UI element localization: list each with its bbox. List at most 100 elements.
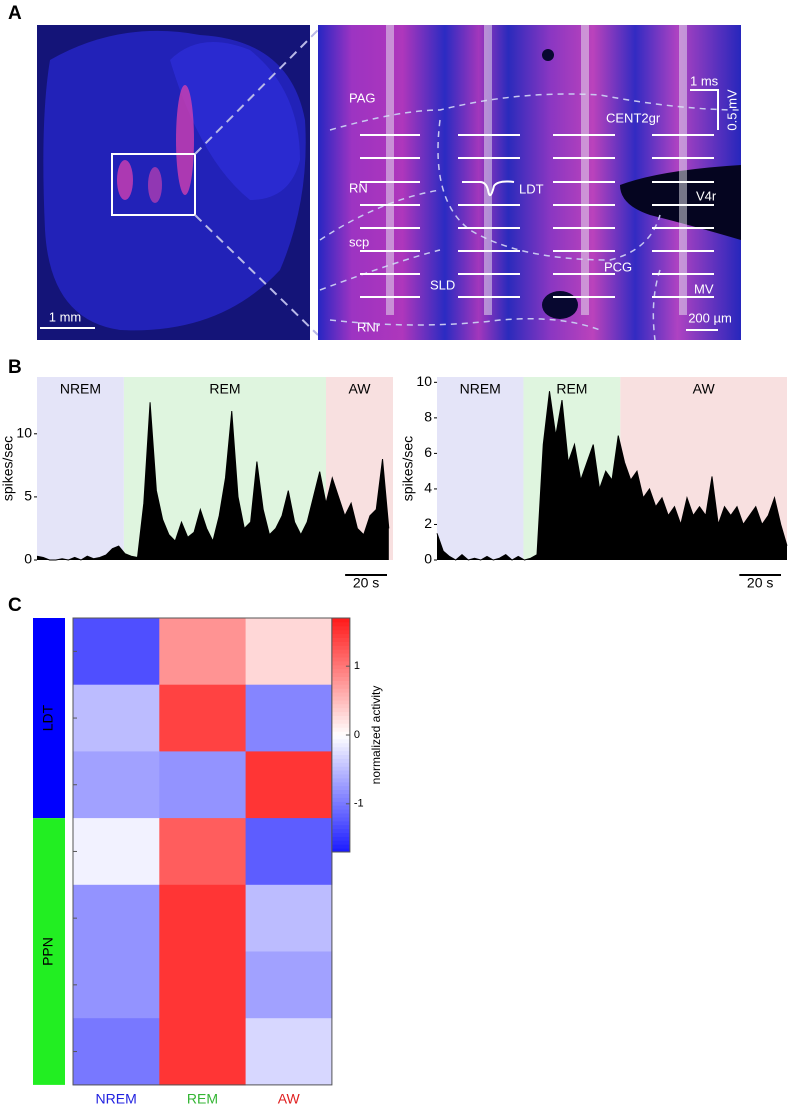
detail-image: PAG RN scp RNr SLD LDT PCG CENT2gr V4r M… <box>318 25 742 341</box>
colorbar-step <box>331 660 350 666</box>
colorbar-step <box>331 820 350 826</box>
y-tick-label: 8 <box>424 409 432 425</box>
region-label: RN <box>349 180 368 195</box>
heatmap-cell <box>73 884 160 952</box>
heatmap-cell <box>159 751 247 819</box>
colorbar-step <box>331 672 350 677</box>
colorbar-tick-label: 0 <box>354 729 360 741</box>
colorbar-step <box>331 797 350 802</box>
colorbar-step <box>331 746 350 752</box>
colorbar-step <box>331 664 350 670</box>
area-line <box>436 391 788 561</box>
y-axis-label: spikes/sec <box>400 436 416 501</box>
zoom-line <box>194 29 319 336</box>
heatmap-cell <box>245 618 333 686</box>
y-tick-label: 10 <box>16 424 32 440</box>
colorbar-step <box>331 813 350 818</box>
colorbar-step <box>331 750 350 755</box>
colorbar-step <box>331 723 350 728</box>
colorbar-step <box>331 692 350 697</box>
colorbar-step <box>331 641 350 646</box>
area-fill <box>37 402 389 560</box>
colorbar-step <box>331 731 350 736</box>
state-label: REM <box>209 381 240 397</box>
region-label: SLD <box>430 277 455 292</box>
colorbar-step <box>331 742 350 748</box>
colorbar-step <box>331 633 350 638</box>
colorbar-step <box>331 629 350 635</box>
group-label: LDT <box>40 704 56 731</box>
heatmap-cell <box>245 884 333 952</box>
column-label: REM <box>187 1091 218 1107</box>
colorbar-step <box>331 848 350 853</box>
colorbar-step <box>331 774 350 779</box>
colorbar-tick-label: -1 <box>354 798 364 810</box>
colorbar-step <box>331 645 350 650</box>
colorbar-step <box>331 809 350 814</box>
group-label: PPN <box>40 937 56 966</box>
heatmap-cell <box>73 684 160 752</box>
group-bar <box>33 618 65 819</box>
colorbar-step <box>331 762 350 767</box>
heatmap-cell <box>245 684 333 752</box>
heatmap-cell <box>245 751 333 819</box>
y-tick-label: 5 <box>24 488 32 504</box>
colorbar-step <box>331 715 350 720</box>
heatmap-cell <box>245 1018 333 1086</box>
panel-label: A <box>8 3 22 24</box>
heatmap-cell <box>245 818 333 886</box>
scale-bar-label: 20 s <box>353 575 379 591</box>
colorbar-step <box>331 618 350 623</box>
heatmap-cell <box>245 951 333 1019</box>
region-label: V4r <box>696 188 717 203</box>
colorbar-step <box>331 793 350 798</box>
scale-label: 0.5 mV <box>724 89 739 131</box>
scale-label: 1 mm <box>49 309 82 324</box>
colorbar-step <box>331 836 350 841</box>
colorbar-step <box>331 754 350 759</box>
heatmap-cell <box>159 1018 247 1086</box>
colorbar-step <box>331 738 350 744</box>
colorbar-step <box>331 719 350 724</box>
region-label: scp <box>349 234 369 249</box>
colorbar-step <box>331 707 350 713</box>
panel-label: B <box>8 357 22 378</box>
scale-label: 1 ms <box>690 73 719 88</box>
colorbar-step <box>331 696 350 701</box>
colorbar-step <box>331 625 350 631</box>
colorbar-step <box>331 653 350 658</box>
colorbar-step <box>331 668 350 674</box>
state-band <box>37 377 124 560</box>
y-tick-label: 6 <box>424 444 432 460</box>
state-label: NREM <box>460 381 501 397</box>
region-label: PAG <box>349 90 376 105</box>
column-label: AW <box>278 1091 301 1107</box>
state-label: REM <box>556 381 587 397</box>
colorbar-step <box>331 828 350 833</box>
heatmap-cell <box>73 951 160 1019</box>
overview-image: 1 mm <box>37 25 310 340</box>
colorbar-step <box>331 676 350 681</box>
y-tick-label: 0 <box>24 551 32 567</box>
colorbar-step <box>331 789 350 794</box>
colorbar-step <box>331 621 350 627</box>
region-label: PCG <box>604 259 632 274</box>
region-label: RNr <box>357 319 381 334</box>
region-label: CENT2gr <box>606 110 661 125</box>
column-label: NREM <box>96 1091 137 1107</box>
heatmap-cell <box>159 818 247 886</box>
colorbar-step <box>331 727 350 732</box>
colorbar-step <box>331 801 350 806</box>
colorbar-step <box>331 816 350 822</box>
colorbar-step <box>331 785 350 791</box>
colorbar-tick-label: 1 <box>354 660 360 672</box>
colorbar-step <box>331 703 350 709</box>
scale-label: 200 µm <box>688 310 732 325</box>
colorbar-label: normalized activity <box>369 686 383 785</box>
y-tick-label: 4 <box>424 480 432 496</box>
state-label: AW <box>693 381 716 397</box>
state-label: AW <box>348 381 371 397</box>
colorbar-step <box>331 711 350 716</box>
